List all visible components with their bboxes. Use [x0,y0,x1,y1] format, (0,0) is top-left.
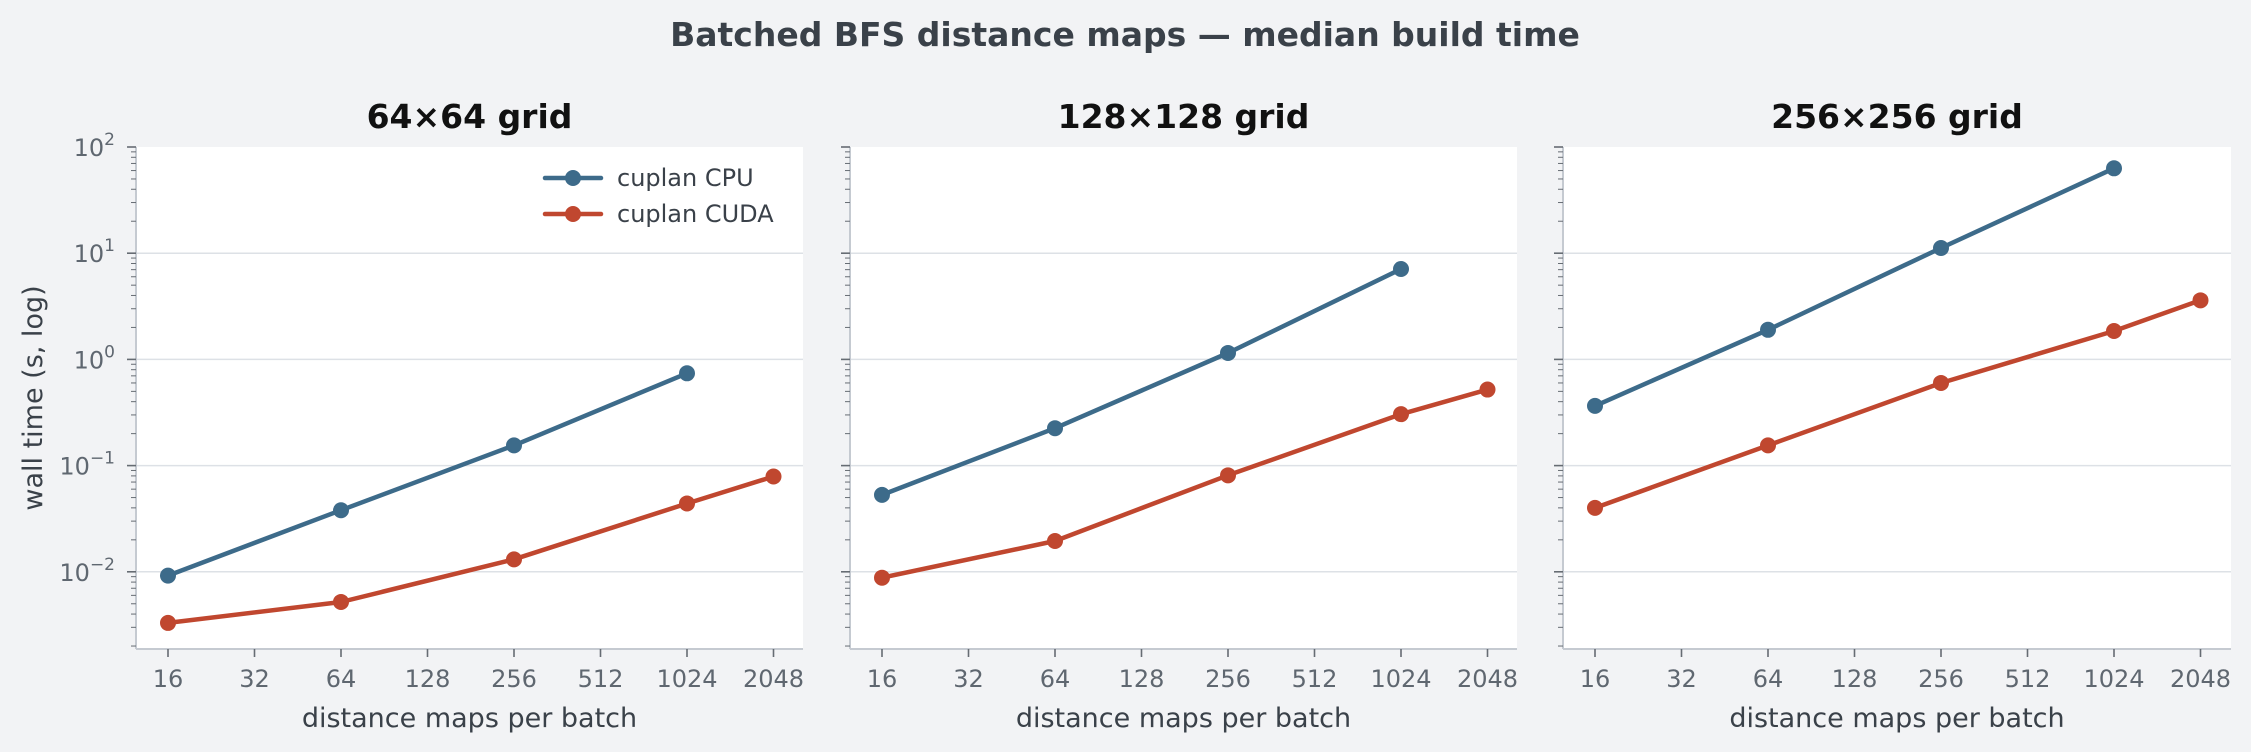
chart-panel-3: 16 32 64 128 256 512 1024 2048 256×256 grid dista… [1554,97,2231,734]
series-cuplan-cuda [1587,292,2209,516]
data-point [679,495,695,512]
y-tick-label: 102 [74,130,115,162]
x-tick-label: 256 [1918,665,1964,693]
data-point [765,468,782,485]
x-tick-label: 128 [405,665,451,693]
data-point [1933,239,1949,256]
x-tick-label: 16 [1580,665,1611,693]
x-tick-label: 64 [1753,665,1784,693]
data-point [1760,321,1776,338]
data-point [1047,532,1063,549]
data-point [506,551,522,568]
plot-area [136,147,803,649]
series-cuplan-cpu [874,260,1409,503]
data-point [2106,323,2122,340]
panel-title: 128×128 grid [1058,97,1310,136]
y-tick-label: 10−1 [59,449,115,481]
x-tick-label: 32 [1666,665,1697,693]
x-tick-label: 16 [867,665,898,693]
series-line [1592,166,2117,409]
legend: cuplan CPU cuplan CUDA [542,164,774,228]
series-line [879,266,1404,498]
x-tick-label: 512 [1292,665,1338,693]
data-point [1760,437,1776,454]
x-tick-label: 1024 [1370,665,1431,693]
x-tick-label: 64 [326,665,357,693]
x-tick-label: 512 [578,665,624,693]
x-tick-label: 2048 [2170,665,2231,693]
data-point [1047,420,1063,437]
legend-swatch-marker [565,170,581,186]
data-point [160,614,176,631]
data-point [1587,499,1603,516]
legend-swatch-marker [565,206,581,222]
x-axis-label: distance maps per batch [1016,703,1351,734]
x-tick-label: 2048 [743,665,804,693]
x-tick-label: 1024 [656,665,717,693]
data-point [874,569,890,586]
panel-title: 256×256 grid [1771,97,2023,136]
data-point [1220,344,1236,361]
y-tick-label: 10−2 [59,555,115,587]
x-axis-label: distance maps per batch [1729,703,2064,734]
legend-label: cuplan CUDA [617,200,774,228]
x-tick-label: 16 [153,665,184,693]
x-tick-label: 128 [1119,665,1165,693]
x-tick-label: 256 [1205,665,1251,693]
series-cuplan-cpu [160,365,695,584]
data-point [1479,381,1496,398]
series-cuplan-cuda [160,468,782,631]
data-point [1220,467,1236,484]
data-point [1933,374,1949,391]
y-tick-label: 101 [74,236,115,268]
x-tick-label: 32 [953,665,984,693]
x-tick-label: 256 [491,665,537,693]
x-tick-label: 128 [1832,665,1878,693]
series-cuplan-cpu [1587,160,2122,414]
x-tick-label: 64 [1040,665,1071,693]
series-cuplan-cuda [874,381,1496,586]
data-point [2106,160,2122,177]
x-axis-label: distance maps per batch [302,703,637,734]
data-point [2192,292,2209,309]
legend-label: cuplan CPU [617,164,754,192]
plot-area [850,147,1517,649]
x-tick-label: 2048 [1457,665,1518,693]
x-tick-label: 32 [239,665,270,693]
data-point [506,437,522,454]
x-tick-label: 512 [2005,665,2051,693]
y-axis-label: wall time (s, log) [18,285,49,510]
series-line [165,371,690,578]
chart-panel-2: 16 32 64 128 256 512 1024 2048 128×128 grid dista… [841,97,1518,734]
chart-panel-1: 10−2 10−1 100 101 102 16 32 64 128 256 512 1024 2048… [18,97,804,734]
panel-title: 64×64 grid [367,97,573,136]
data-point [160,567,176,584]
y-tick-label: 100 [74,342,115,374]
data-point [1587,397,1603,414]
figure-title: Batched BFS distance maps — median build… [670,15,1580,54]
data-point [874,486,890,503]
data-point [679,365,695,382]
data-point [333,502,349,519]
data-point [1393,260,1409,277]
x-tick-label: 1024 [2083,665,2144,693]
data-point [333,593,349,610]
data-point [1393,406,1409,423]
